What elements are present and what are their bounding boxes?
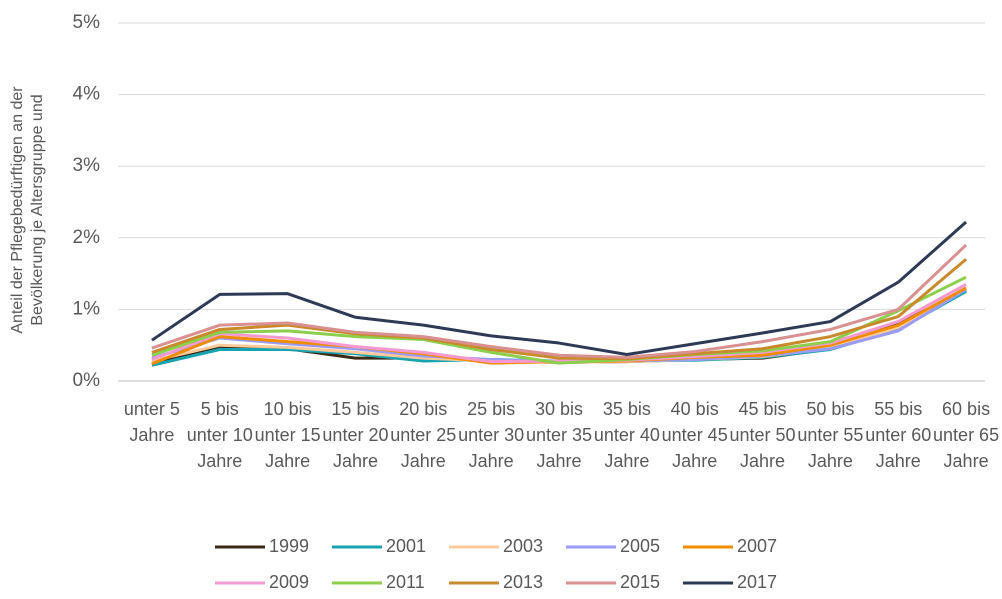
line: [151, 275, 967, 365]
y-tick-label: 1%: [73, 298, 101, 319]
legend-label: 2001: [386, 536, 426, 556]
x-tick-label: 30 bis unter 35 Jahre: [525, 399, 593, 471]
y-tick-label: 2%: [73, 227, 101, 248]
line: [151, 220, 968, 357]
y-tick-label: 0%: [73, 370, 101, 391]
y-tick-label: 4%: [73, 84, 101, 105]
legend-label: 2013: [503, 572, 543, 592]
x-tick-label: 35 bis unter 40 Jahre: [593, 399, 660, 471]
x-tick-label: 55 bis unter 60 Jahre: [865, 399, 932, 471]
legend-label: 2005: [620, 536, 660, 556]
x-tick-label: 20 bis unter 25 Jahre: [390, 399, 457, 471]
x-tick-label: 40 bis unter 45 Jahre: [661, 399, 728, 471]
x-tick-label: 15 bis unter 20 Jahre: [322, 399, 389, 471]
line: [151, 243, 968, 359]
legend-label: 2003: [503, 536, 543, 556]
x-tick-label: 45 bis unter 50 Jahre: [729, 399, 796, 471]
legend-label: 2011: [386, 572, 425, 592]
legend-label: 1999: [269, 536, 309, 556]
x-tick-label: 25 bis unter 30 Jahre: [458, 399, 525, 471]
y-tick-label: 5%: [73, 12, 101, 33]
legend-label: 2017: [737, 572, 777, 592]
line: [151, 258, 968, 361]
x-tick-label: 5 bis unter 10 Jahre: [186, 399, 253, 471]
x-tick-label: 50 bis unter 55 Jahre: [797, 399, 864, 471]
x-tick-label: 60 bis unter 65 Jahre: [933, 399, 1000, 471]
y-tick-label: 3%: [73, 155, 101, 176]
legend-label: 2007: [737, 536, 777, 556]
y-axis-title: Anteil der Pflegebedürftigen an der Bevö…: [9, 86, 46, 334]
x-tick-label: 10 bis unter 15 Jahre: [254, 399, 321, 471]
x-tick-label: unter 5 Jahre: [123, 399, 180, 445]
legend-label: 2009: [269, 572, 309, 592]
legend-label: 2015: [620, 572, 660, 592]
